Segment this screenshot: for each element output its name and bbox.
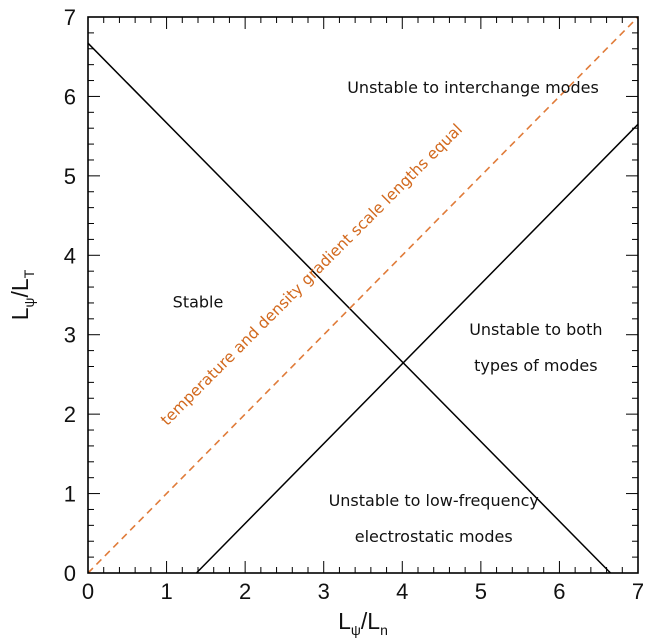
y-tick-label: 3 [64,323,76,348]
region-label: types of modes [474,356,597,375]
x-tick-label: 3 [318,579,330,604]
y-tick-label: 7 [64,5,76,30]
y-tick-label: 0 [64,561,76,586]
x-tick-label: 7 [632,579,644,604]
region-label: Unstable to low-frequency [329,491,539,510]
x-tick-label: 5 [475,579,487,604]
y-tick-label: 1 [64,482,76,507]
equal-gradient-line [87,16,639,574]
y-tick-label: 2 [64,402,76,427]
region-label: Stable [173,292,224,311]
y-tick-label: 5 [64,164,76,189]
region-label: electrostatic modes [355,527,513,546]
y-tick-label: 4 [64,243,76,268]
x-tick-label: 4 [396,579,408,604]
x-tick-label: 2 [239,579,251,604]
diagonal-annotation: temperature and density gradient scale l… [157,120,466,429]
x-tick-label: 6 [553,579,565,604]
region-label: Unstable to both [469,320,602,339]
plot-frame [87,16,639,574]
tick-labels: 0 1 2 3 4 5 6 7 0 1 2 3 4 5 6 7 [64,5,644,604]
x-tick-label: 1 [160,579,172,604]
y-tick-label: 6 [64,84,76,109]
y-axis-label: Lψ/LT [7,269,37,320]
boundary-line-2 [195,123,639,574]
annotations: Unstable to interchange modes Stable Unsta… [157,78,602,546]
series-lines [87,16,639,574]
x-axis-label: Lψ/Ln [338,608,388,638]
region-label: Unstable to interchange modes [347,78,599,97]
x-tick-label: 0 [82,579,94,604]
